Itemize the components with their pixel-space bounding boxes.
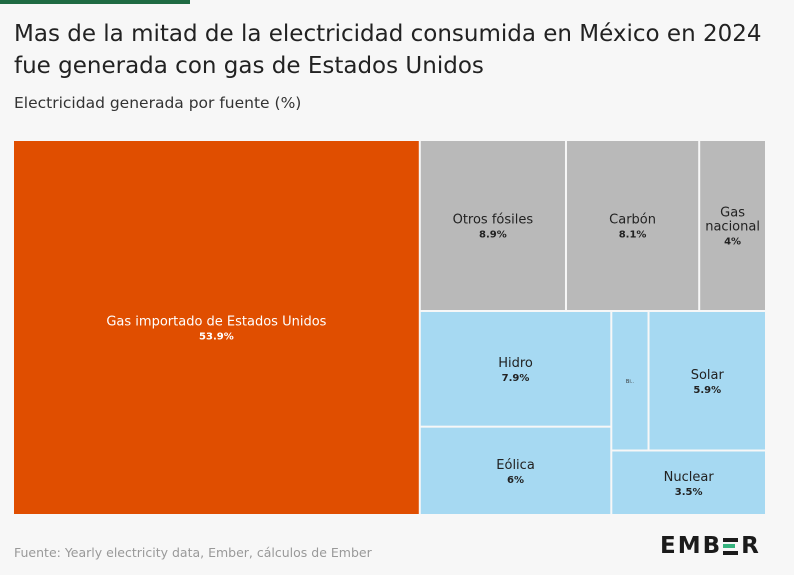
tile-value-gas-importado-de-estados-unidos: 53.9% — [199, 332, 234, 343]
tile-value-carbon: 8.1% — [619, 230, 647, 241]
tile-gas-importado-de-estados-unidos — [14, 141, 419, 514]
tile-carbon — [566, 141, 699, 311]
chart-subtitle: Electricidad generada por fuente (%) — [14, 94, 302, 112]
tile-name-hidro: Hidro — [498, 356, 533, 371]
tile-name-gas-importado-de-estados-unidos: Gas importado de Estados Unidos — [106, 315, 326, 330]
tile-value-gas-nacional: 4% — [724, 237, 741, 248]
tile-value-nuclear: 3.5% — [675, 487, 703, 498]
tile-name-eolica: Eólica — [496, 458, 535, 473]
tile-name-nuclear: Nuclear — [664, 470, 715, 485]
tile-value-otros-fosiles: 8.9% — [479, 230, 507, 241]
tile-value-hidro: 7.9% — [502, 373, 530, 384]
tile-nuclear — [612, 451, 765, 514]
tile-value-eolica: 6% — [507, 475, 524, 486]
ember-logo: EMB R — [660, 533, 761, 559]
tile-bi — [612, 312, 648, 450]
tile-eolica — [420, 427, 611, 514]
logo-e-mark — [723, 537, 739, 555]
logo-text-right: R — [741, 533, 761, 559]
tile-name-gas-nacional-1: nacional — [705, 220, 760, 235]
tile-gas-nacional — [700, 141, 765, 311]
chart-title: Mas de la mitad de la electricidad consu… — [14, 21, 762, 79]
tile-name-solar: Solar — [691, 368, 725, 383]
tile-solar — [649, 312, 765, 450]
tile-name-gas-nacional-0: Gas — [720, 206, 745, 221]
tile-name-carbon: Carbón — [609, 213, 656, 228]
tile-otros-fosiles — [420, 141, 565, 311]
accent-bar — [0, 0, 190, 4]
tile-hidro — [420, 312, 611, 426]
tile-name-otros-fosiles: Otros fósiles — [453, 213, 534, 228]
tile-value-solar: 5.9% — [693, 385, 721, 396]
tile-label-bi: Bi.. — [626, 379, 634, 385]
logo-text-left: EMB — [660, 533, 723, 559]
source-note: Fuente: Yearly electricity data, Ember, … — [14, 545, 372, 560]
